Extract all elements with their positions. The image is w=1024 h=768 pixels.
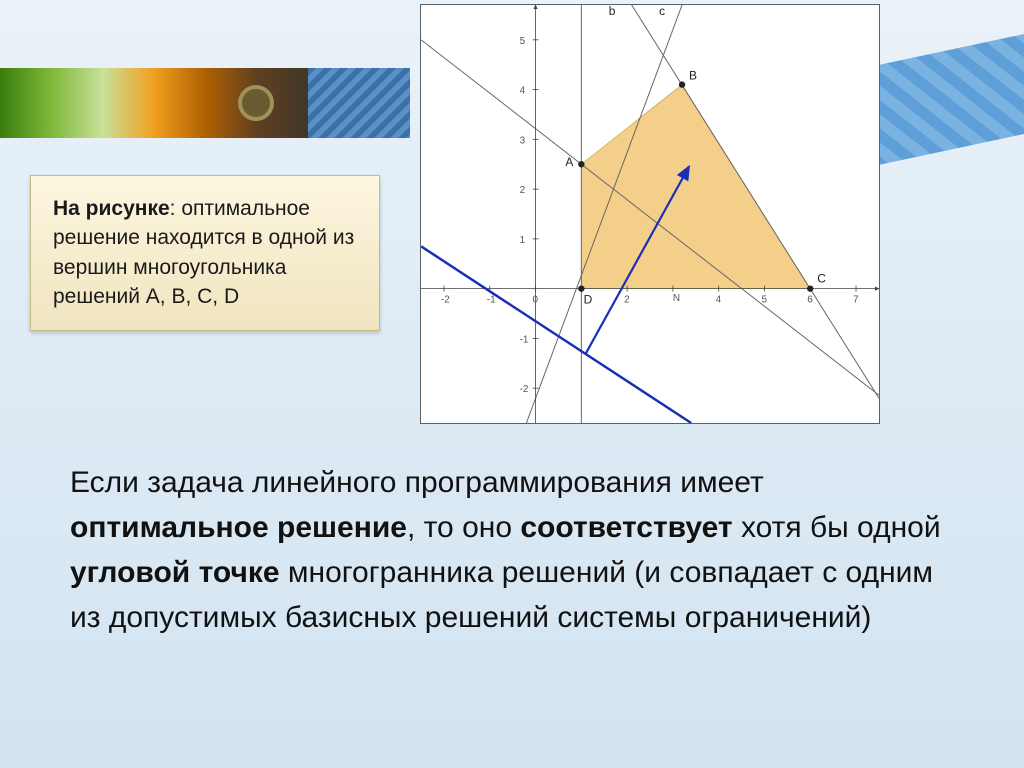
svg-text:4: 4: [716, 295, 722, 306]
decorative-banner-right: [874, 34, 1024, 166]
svg-text:-1: -1: [487, 295, 496, 306]
svg-text:N: N: [673, 293, 680, 304]
svg-text:c: c: [659, 5, 665, 18]
main-paragraph: Если задача линейного программирования и…: [70, 460, 960, 640]
svg-text:4: 4: [520, 86, 526, 97]
para-bold: угловой точке: [70, 556, 280, 589]
svg-text:B: B: [689, 69, 697, 83]
decorative-banner: [0, 68, 410, 138]
svg-text:-2: -2: [520, 384, 529, 395]
para-text: , то оно: [407, 511, 520, 544]
svg-text:5: 5: [520, 36, 526, 47]
svg-text:b: b: [609, 5, 616, 18]
lp-chart: b c -2 -1 0 2 4 5 6 7 -2 -1 1 2 3 4 5 D A B C N: [420, 4, 880, 424]
svg-text:D: D: [584, 293, 593, 307]
banner-strip: [308, 68, 411, 138]
chart-svg: b c -2 -1 0 2 4 5 6 7 -2 -1 1 2 3 4 5 D A B C N: [421, 5, 879, 423]
banner-strip: [103, 68, 206, 138]
banner-strip: [0, 68, 103, 138]
svg-text:-1: -1: [520, 334, 529, 345]
svg-text:3: 3: [520, 135, 526, 146]
svg-text:C: C: [817, 272, 826, 286]
svg-text:2: 2: [624, 295, 630, 306]
para-bold: соответствует: [520, 511, 732, 544]
svg-text:-2: -2: [441, 295, 450, 306]
svg-text:7: 7: [853, 295, 859, 306]
callout-prefix: На рисунке: [53, 197, 170, 220]
svg-text:0: 0: [533, 295, 539, 306]
svg-text:A: A: [565, 155, 573, 169]
para-bold: оптимальное решение: [70, 511, 407, 544]
banner-strip: [205, 68, 308, 138]
gear-icon: [238, 85, 274, 121]
svg-text:1: 1: [520, 235, 526, 246]
svg-text:2: 2: [520, 185, 526, 196]
para-text: Если задача линейного программирования и…: [70, 466, 764, 499]
para-text: хотя бы одной: [733, 511, 941, 544]
svg-text:5: 5: [761, 295, 767, 306]
svg-text:6: 6: [807, 295, 813, 306]
callout-box: На рисунке: оптимальное решение находитс…: [30, 175, 380, 331]
